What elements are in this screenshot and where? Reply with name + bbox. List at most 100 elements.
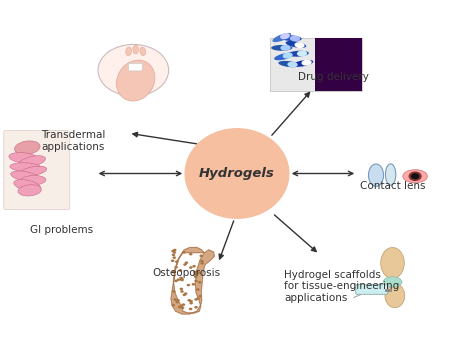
Ellipse shape bbox=[126, 47, 131, 56]
Text: Contact lens: Contact lens bbox=[359, 180, 425, 191]
FancyBboxPatch shape bbox=[356, 285, 388, 294]
FancyBboxPatch shape bbox=[4, 130, 70, 210]
Circle shape bbox=[180, 290, 184, 293]
Ellipse shape bbox=[281, 35, 302, 41]
Circle shape bbox=[172, 271, 175, 273]
Ellipse shape bbox=[294, 42, 305, 48]
Ellipse shape bbox=[280, 33, 290, 39]
Circle shape bbox=[409, 171, 422, 181]
Polygon shape bbox=[171, 247, 214, 314]
Circle shape bbox=[173, 251, 176, 254]
Circle shape bbox=[200, 254, 203, 257]
Ellipse shape bbox=[385, 283, 405, 308]
Circle shape bbox=[174, 266, 178, 269]
Circle shape bbox=[196, 297, 200, 300]
Circle shape bbox=[172, 254, 175, 256]
Ellipse shape bbox=[11, 171, 39, 181]
Circle shape bbox=[192, 265, 196, 268]
Ellipse shape bbox=[117, 60, 155, 101]
Circle shape bbox=[175, 301, 179, 303]
Circle shape bbox=[194, 306, 198, 308]
Circle shape bbox=[197, 271, 201, 274]
Ellipse shape bbox=[140, 47, 146, 56]
Circle shape bbox=[182, 303, 185, 306]
Circle shape bbox=[180, 278, 184, 281]
Ellipse shape bbox=[292, 60, 313, 67]
Ellipse shape bbox=[15, 141, 40, 154]
Circle shape bbox=[189, 266, 192, 269]
Circle shape bbox=[200, 260, 204, 263]
Circle shape bbox=[98, 44, 169, 96]
Ellipse shape bbox=[20, 176, 46, 185]
Circle shape bbox=[194, 298, 198, 301]
Text: GI problems: GI problems bbox=[30, 225, 93, 235]
Circle shape bbox=[172, 290, 176, 293]
Circle shape bbox=[189, 308, 192, 310]
Circle shape bbox=[187, 299, 191, 302]
Ellipse shape bbox=[20, 166, 47, 176]
Circle shape bbox=[191, 283, 195, 286]
Ellipse shape bbox=[287, 61, 298, 67]
Circle shape bbox=[175, 260, 179, 263]
Text: Drug delivery: Drug delivery bbox=[298, 72, 369, 82]
FancyBboxPatch shape bbox=[128, 64, 142, 71]
Circle shape bbox=[194, 276, 198, 278]
Circle shape bbox=[178, 306, 181, 308]
Ellipse shape bbox=[274, 53, 294, 60]
Ellipse shape bbox=[18, 156, 46, 167]
Ellipse shape bbox=[286, 41, 306, 48]
Circle shape bbox=[180, 304, 183, 307]
Circle shape bbox=[180, 278, 183, 280]
Ellipse shape bbox=[301, 60, 312, 66]
Circle shape bbox=[189, 253, 192, 255]
Circle shape bbox=[193, 273, 197, 276]
Text: Hydrogel scaffolds
for tissue-engineering
applications: Hydrogel scaffolds for tissue-engineerin… bbox=[284, 270, 400, 303]
Circle shape bbox=[172, 304, 175, 306]
Circle shape bbox=[182, 294, 186, 296]
Circle shape bbox=[201, 262, 204, 265]
Circle shape bbox=[194, 280, 198, 282]
Circle shape bbox=[189, 300, 193, 303]
Circle shape bbox=[198, 281, 201, 283]
FancyBboxPatch shape bbox=[315, 37, 362, 91]
Circle shape bbox=[184, 292, 187, 295]
Circle shape bbox=[180, 288, 183, 290]
Ellipse shape bbox=[10, 163, 42, 172]
Text: Osteoporosis: Osteoporosis bbox=[152, 268, 220, 278]
Circle shape bbox=[199, 295, 202, 298]
Circle shape bbox=[173, 249, 176, 251]
Ellipse shape bbox=[271, 45, 292, 51]
Circle shape bbox=[179, 277, 183, 279]
Ellipse shape bbox=[381, 247, 404, 279]
Circle shape bbox=[196, 288, 200, 291]
Circle shape bbox=[176, 299, 180, 302]
Ellipse shape bbox=[383, 277, 402, 287]
Circle shape bbox=[173, 298, 177, 301]
Circle shape bbox=[171, 260, 174, 262]
Circle shape bbox=[180, 279, 184, 281]
Ellipse shape bbox=[288, 51, 309, 57]
Text: Transdermal
applications: Transdermal applications bbox=[41, 130, 105, 152]
FancyBboxPatch shape bbox=[270, 37, 362, 91]
Ellipse shape bbox=[9, 153, 39, 163]
Circle shape bbox=[182, 251, 186, 254]
Circle shape bbox=[173, 256, 176, 259]
Circle shape bbox=[171, 250, 175, 252]
Ellipse shape bbox=[133, 45, 138, 54]
Circle shape bbox=[184, 261, 188, 264]
Ellipse shape bbox=[280, 45, 291, 51]
Ellipse shape bbox=[403, 170, 428, 183]
Circle shape bbox=[181, 307, 184, 309]
Circle shape bbox=[177, 278, 180, 281]
Circle shape bbox=[174, 280, 178, 282]
Circle shape bbox=[190, 302, 193, 304]
Ellipse shape bbox=[18, 185, 41, 196]
Ellipse shape bbox=[283, 52, 293, 59]
Circle shape bbox=[187, 284, 190, 286]
Ellipse shape bbox=[185, 129, 289, 218]
Ellipse shape bbox=[273, 33, 291, 42]
Ellipse shape bbox=[278, 61, 299, 67]
Ellipse shape bbox=[385, 164, 396, 185]
Ellipse shape bbox=[290, 35, 300, 41]
Circle shape bbox=[179, 269, 182, 272]
